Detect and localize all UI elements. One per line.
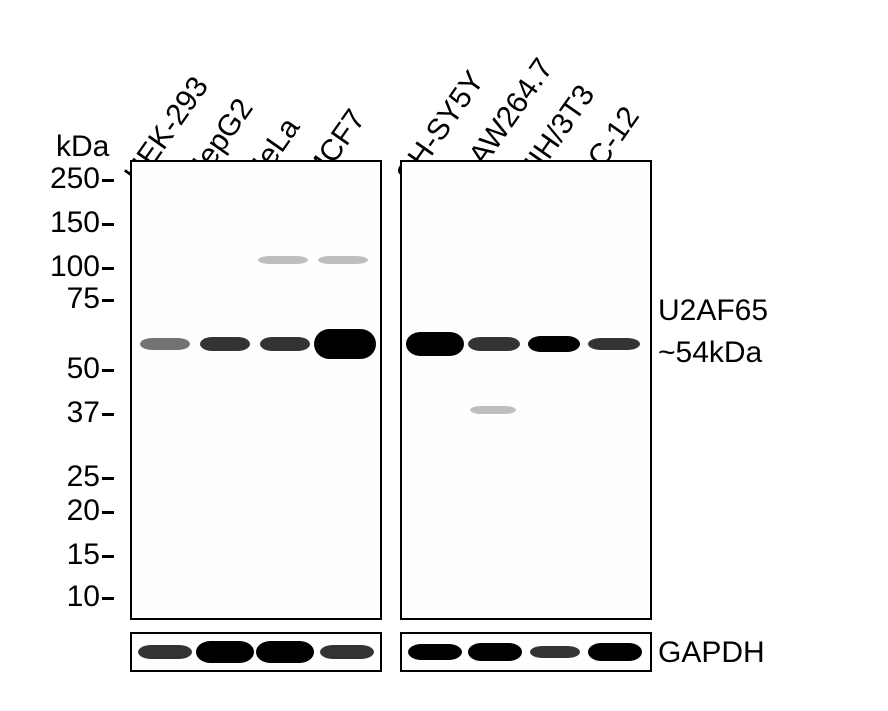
band [588,338,640,350]
marker-37: 37 [34,396,114,430]
marker-50: 50 [34,352,114,386]
band [320,645,374,659]
gapdh-label: GAPDH [658,636,765,670]
band-size-label: ~54kDa [658,336,762,370]
kda-heading: kDa [56,130,109,164]
band [138,645,192,659]
marker-10: 10 [34,580,114,614]
band [468,337,520,351]
band [528,336,580,352]
band [530,646,580,658]
blot-panel-right [400,160,652,620]
western-blot-figure: kDa 25015010075503725201510 HEK-293HepG2… [0,0,888,711]
band-faint [318,256,368,264]
band [200,337,250,351]
marker-20: 20 [34,494,114,528]
band-faint [470,406,516,414]
band [196,641,254,663]
band [408,644,462,660]
marker-15: 15 [34,538,114,572]
marker-250: 250 [34,162,114,196]
band-faint [258,256,308,264]
band [406,332,464,356]
band [260,337,310,351]
protein-name-label: U2AF65 [658,294,768,328]
marker-25: 25 [34,460,114,494]
band [314,329,376,359]
band [588,643,642,661]
marker-75: 75 [34,282,114,316]
band [256,641,314,663]
band [140,338,190,350]
marker-100: 100 [34,250,114,284]
marker-150: 150 [34,206,114,240]
band [468,643,522,661]
blot-panel-left [130,160,382,620]
